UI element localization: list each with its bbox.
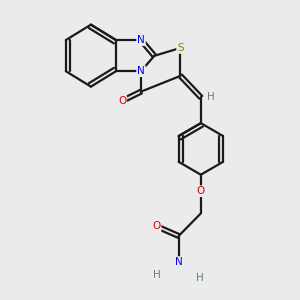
Text: H: H — [153, 270, 161, 280]
Text: N: N — [175, 257, 182, 267]
Text: O: O — [197, 186, 205, 196]
Text: N: N — [137, 66, 145, 76]
Text: N: N — [137, 35, 145, 45]
Text: H: H — [196, 273, 203, 283]
Text: S: S — [177, 43, 184, 53]
Text: O: O — [152, 221, 160, 231]
Text: H: H — [207, 92, 215, 102]
Text: O: O — [118, 96, 126, 106]
